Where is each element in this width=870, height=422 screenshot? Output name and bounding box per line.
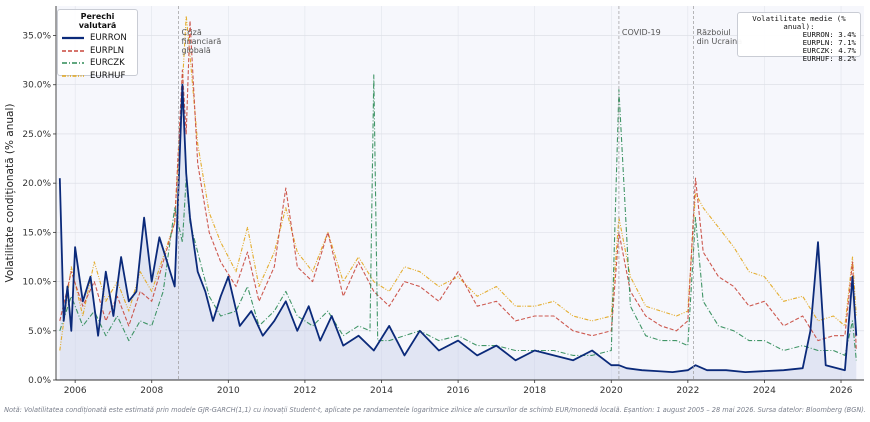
y-tick-label-0: 0.0% [28, 376, 51, 386]
series-line-eurpln [59, 20, 857, 351]
legend: Perechi valutară EURRON EURPLN EURCZK EU… [57, 9, 138, 81]
average-volatility-eurron: EURRON: 3.4% [802, 30, 856, 40]
series-lines [58, 15, 858, 373]
eurron-area-fill [59, 84, 857, 380]
y-tick-label-5: 25.0% [22, 130, 51, 140]
y-tick-label-2: 10.0% [22, 278, 51, 288]
event-label-0-2: globală [182, 46, 211, 55]
legend-label-eurpln: EURPLN [90, 45, 125, 56]
series-line-eurhuf [59, 15, 857, 351]
x-tick-label-0: 2006 [64, 386, 87, 396]
y-axis-label: Volatilitate condiționată (% anual) [4, 104, 16, 283]
y-tick-label-1: 5.0% [28, 327, 51, 337]
legend-item-eurhuf: EURHUF [62, 70, 133, 83]
y-tick-label-6: 30.0% [22, 81, 51, 91]
legend-swatch-eurpln [62, 49, 84, 52]
x-tick-label-6: 2018 [523, 386, 546, 396]
event-label-2-0: Războiul [697, 28, 731, 37]
legend-label-eurczk: EURCZK [90, 58, 125, 69]
legend-swatch-eurhuf [62, 74, 84, 77]
plot-background [56, 6, 864, 380]
x-tick-label-7: 2020 [600, 386, 623, 396]
x-tick-label-3: 2012 [293, 386, 316, 396]
legend-swatch-eurczk [62, 62, 84, 65]
y-tick-label-7: 35.0% [22, 32, 51, 42]
y-tick-label-4: 20.0% [22, 179, 51, 189]
average-volatility-eurczk: EURCZK: 4.7% [802, 46, 856, 56]
axes: 0.0% 5.0% 10.0% 15.0% 20.0% 25.0% 30.0% 35.0% 20… [22, 6, 864, 396]
x-tick-label-9: 2024 [753, 386, 776, 396]
legend-item-eurron: EURRON [62, 32, 133, 45]
average-volatility-eurpln: EURPLN: 7.1% [802, 38, 856, 48]
series-line-eurczk [59, 74, 857, 361]
legend-label-eurron: EURRON [90, 33, 127, 44]
event-label-2-1: din Ucraina [697, 37, 743, 46]
legend-title: Perechi valutară [78, 12, 117, 30]
series-line-eurron [58, 83, 858, 373]
x-tick-label-8: 2022 [676, 386, 699, 396]
legend-item-eurczk: EURCZK [62, 57, 133, 70]
average-volatility-eurhuf: EURHUF: 8.2% [802, 54, 856, 64]
legend-label-eurhuf: EURHUF [90, 70, 126, 81]
event-label-0-1: financiară [182, 37, 222, 46]
x-tick-label-2: 2010 [217, 386, 240, 396]
event-label-1-0: COVID-19 [622, 28, 661, 37]
average-volatility-title: Volatilitate medie (% anual): [752, 14, 846, 32]
x-tick-label-5: 2016 [447, 386, 470, 396]
average-volatility-box: Volatilitate medie (% anual): EURRON: 3.… [737, 12, 861, 63]
x-tick-label-1: 2008 [140, 386, 163, 396]
footnote: Notă: Volatilitatea condiționată este es… [4, 406, 866, 414]
x-tick-label-10: 2026 [830, 386, 853, 396]
event-label-0-0: Criză [182, 28, 202, 37]
legend-item-eurpln: EURPLN [62, 45, 133, 58]
x-tick-label-4: 2014 [370, 386, 393, 396]
legend-swatch-eurron [62, 37, 84, 40]
y-tick-label-3: 15.0% [22, 228, 51, 238]
area-eurron [59, 84, 857, 380]
